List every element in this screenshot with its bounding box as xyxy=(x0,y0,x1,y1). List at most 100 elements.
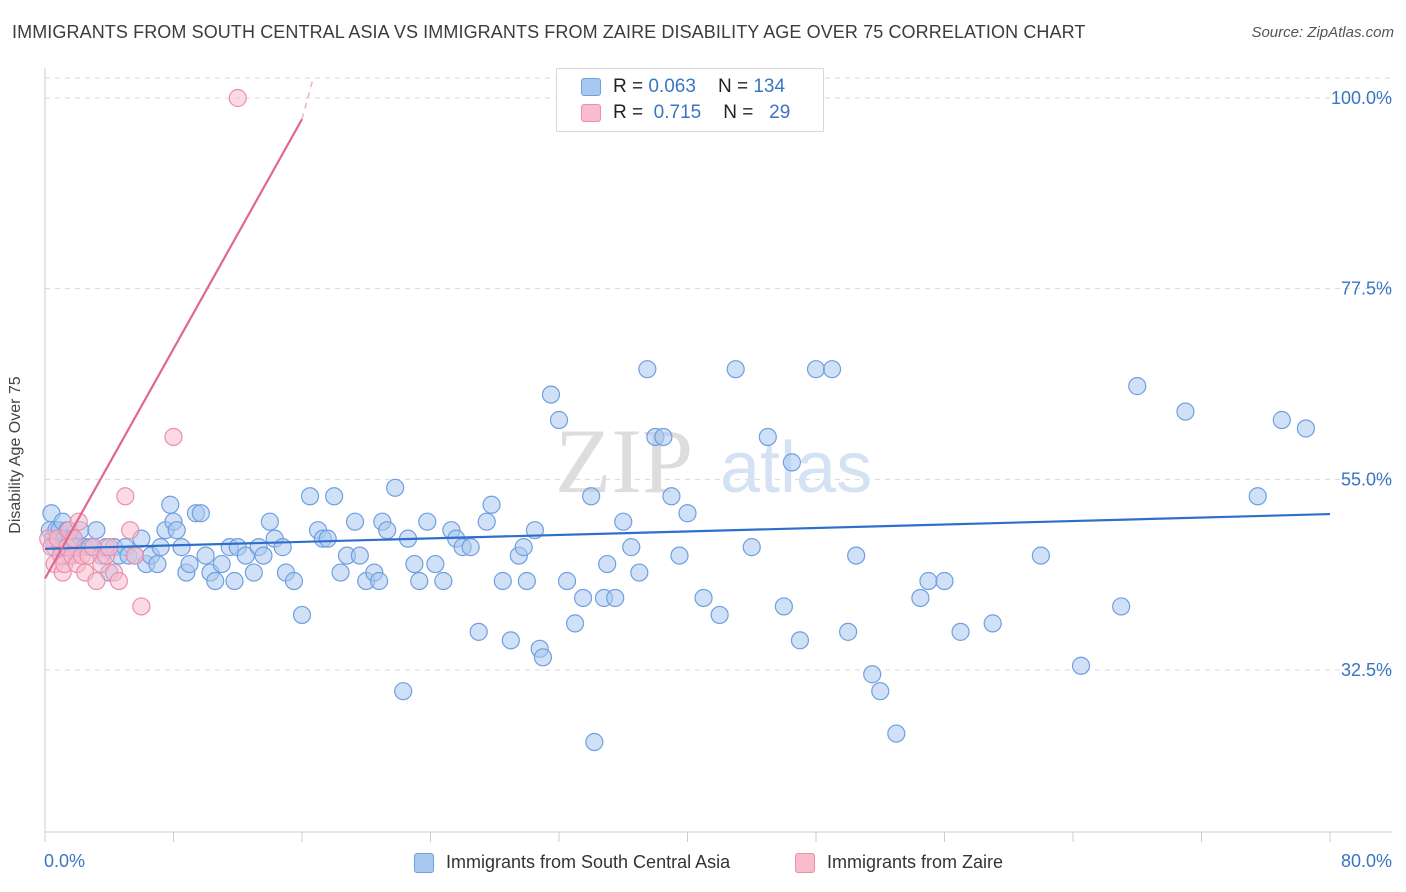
point-135 xyxy=(951,622,970,641)
point-27 xyxy=(164,427,183,447)
point-68 xyxy=(345,512,365,531)
point-60 xyxy=(292,605,312,625)
point-82 xyxy=(434,571,453,591)
point-79 xyxy=(410,571,429,591)
point-118 xyxy=(710,605,729,625)
point-121 xyxy=(758,427,777,447)
point-24 xyxy=(121,521,140,540)
point-141 xyxy=(1176,402,1195,421)
legend-r-value: 0.063 xyxy=(648,76,696,97)
point-76 xyxy=(394,682,413,701)
y-tick-label-2: 55.0% xyxy=(1341,469,1392,489)
y-tick-label-1: 77.5% xyxy=(1341,279,1392,299)
point-144 xyxy=(1296,419,1316,438)
point-111 xyxy=(638,360,657,379)
series-legend-swatch-blue xyxy=(414,852,434,873)
point-72 xyxy=(370,571,389,591)
point-59 xyxy=(284,571,304,591)
point-139 xyxy=(1112,597,1131,616)
point-132 xyxy=(911,588,930,608)
legend-r-value: 0.715 xyxy=(653,102,702,123)
point-107 xyxy=(606,588,625,608)
point-87 xyxy=(469,622,488,641)
point-54 xyxy=(254,546,273,565)
point-51 xyxy=(236,546,255,565)
point-113 xyxy=(654,427,673,447)
trend-line-zaire xyxy=(44,118,303,580)
axes xyxy=(44,68,1392,842)
point-134 xyxy=(935,571,954,591)
point-80 xyxy=(418,512,437,531)
point-129 xyxy=(863,665,882,684)
point-136 xyxy=(983,614,1002,633)
correlation-legend: R = 0.063 N = 134 R = 0.715 N = 29 xyxy=(556,68,824,132)
point-120 xyxy=(742,538,761,557)
trend-line-zaire-extension xyxy=(301,77,314,120)
point-98 xyxy=(541,385,561,404)
point-64 xyxy=(318,529,337,548)
point-116 xyxy=(678,504,697,523)
point-43 xyxy=(191,504,210,523)
point-124 xyxy=(790,631,810,650)
point-93 xyxy=(514,538,533,557)
point-137 xyxy=(1031,546,1050,565)
point-61 xyxy=(300,487,320,506)
legend-r-label: R = xyxy=(613,102,644,123)
point-114 xyxy=(662,487,681,506)
watermark: ZIP atlas xyxy=(555,410,872,512)
point-38 xyxy=(167,521,186,540)
point-81 xyxy=(426,554,445,574)
point-78 xyxy=(405,554,424,574)
legend-r-label: R = xyxy=(613,76,644,97)
point-123 xyxy=(782,453,802,472)
point-102 xyxy=(573,588,593,608)
point-143 xyxy=(1272,410,1291,430)
point-117 xyxy=(694,588,713,608)
chart-title: IMMIGRANTS FROM SOUTH CENTRAL ASIA VS IM… xyxy=(12,22,1086,42)
point-46 xyxy=(206,571,225,591)
point-103 xyxy=(582,487,601,506)
point-25 xyxy=(125,546,145,565)
point-49 xyxy=(225,571,244,591)
point-55 xyxy=(260,512,279,531)
point-140 xyxy=(1128,377,1147,396)
point-17 xyxy=(87,571,106,591)
point-127 xyxy=(839,622,858,641)
point-115 xyxy=(670,546,689,565)
y-tick-label-0: 100.0% xyxy=(1331,88,1392,108)
point-52 xyxy=(244,563,263,582)
series-legend-swatch-pink xyxy=(795,852,815,873)
point-41 xyxy=(180,554,199,574)
series-legend-zaire: Immigrants from Zaire xyxy=(795,852,1003,873)
point-119 xyxy=(726,360,745,379)
y-tick-label-3: 32.5% xyxy=(1341,660,1392,680)
point-100 xyxy=(557,571,577,591)
point-91 xyxy=(501,631,520,650)
series-legend-label: Immigrants from South Central Asia xyxy=(446,852,731,872)
point-26 xyxy=(132,597,151,616)
legend-n-label: N = xyxy=(723,102,754,123)
legend-row-south-central-asia: R = 0.063 N = 134 xyxy=(581,75,785,99)
legend-n-value: 29 xyxy=(769,102,791,123)
series-legend-south-central-asia: Immigrants from South Central Asia xyxy=(414,852,730,873)
point-22 xyxy=(109,571,128,591)
point-21 xyxy=(87,521,106,540)
point-89 xyxy=(482,495,501,514)
point-69 xyxy=(350,546,369,565)
point-108 xyxy=(614,512,633,531)
point-39 xyxy=(172,538,191,557)
point-33 xyxy=(148,554,167,574)
point-23 xyxy=(116,487,135,506)
series-zaire-points xyxy=(39,88,247,616)
y-tick-labels: 100.0% 77.5% 55.0% 32.5% xyxy=(1331,88,1392,680)
point-94 xyxy=(517,571,536,591)
legend-row-zaire: R = 0.715 N = 29 xyxy=(581,101,790,125)
point-90 xyxy=(493,571,512,591)
point-138 xyxy=(1071,656,1091,675)
point-47 xyxy=(212,554,231,574)
gridlines xyxy=(45,77,1392,671)
trend-line-south-central-asia xyxy=(44,512,1331,550)
trend-lines xyxy=(44,77,1331,580)
point-125 xyxy=(806,360,826,379)
point-142 xyxy=(1248,487,1267,506)
